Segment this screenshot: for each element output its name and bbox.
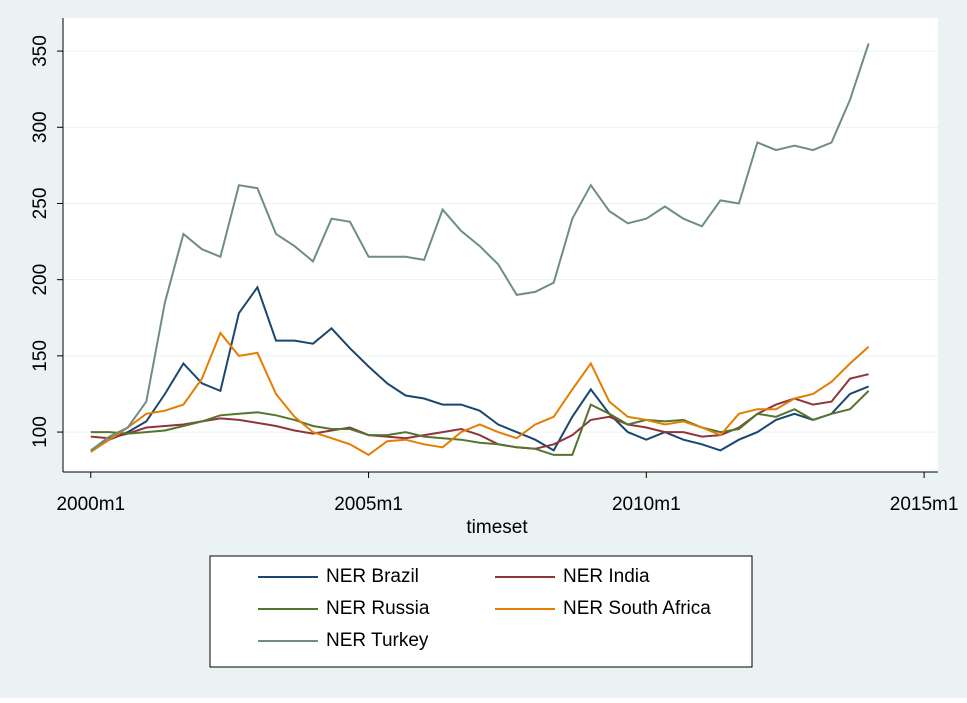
legend xyxy=(209,555,753,668)
x-tick-label: 2015m1 xyxy=(890,494,959,515)
x-axis-title: timeset xyxy=(466,517,528,538)
x-tick-label: 2010m1 xyxy=(612,494,681,515)
x-tick-label: 2005m1 xyxy=(334,494,403,515)
series-line xyxy=(90,331,870,457)
plot-area xyxy=(63,18,938,472)
series-line xyxy=(90,285,869,452)
x-tick-label: 2000m1 xyxy=(56,494,125,515)
y-tick-label: 350 xyxy=(30,35,51,67)
y-tick-label: 250 xyxy=(30,188,51,220)
legend-label: NER Russia xyxy=(326,598,430,619)
y-tick-label: 100 xyxy=(30,416,51,448)
series-line xyxy=(90,43,870,452)
y-tick-label: 300 xyxy=(30,111,51,143)
y-tick-label: 200 xyxy=(30,264,51,296)
legend-label: NER Turkey xyxy=(326,630,429,651)
y-tick-label: 150 xyxy=(30,340,51,372)
series-line xyxy=(90,390,870,456)
legend-label: NER Brazil xyxy=(326,566,419,587)
legend-label: NER South Africa xyxy=(563,598,711,619)
series-line xyxy=(90,373,869,450)
legend-label: NER India xyxy=(563,566,650,587)
